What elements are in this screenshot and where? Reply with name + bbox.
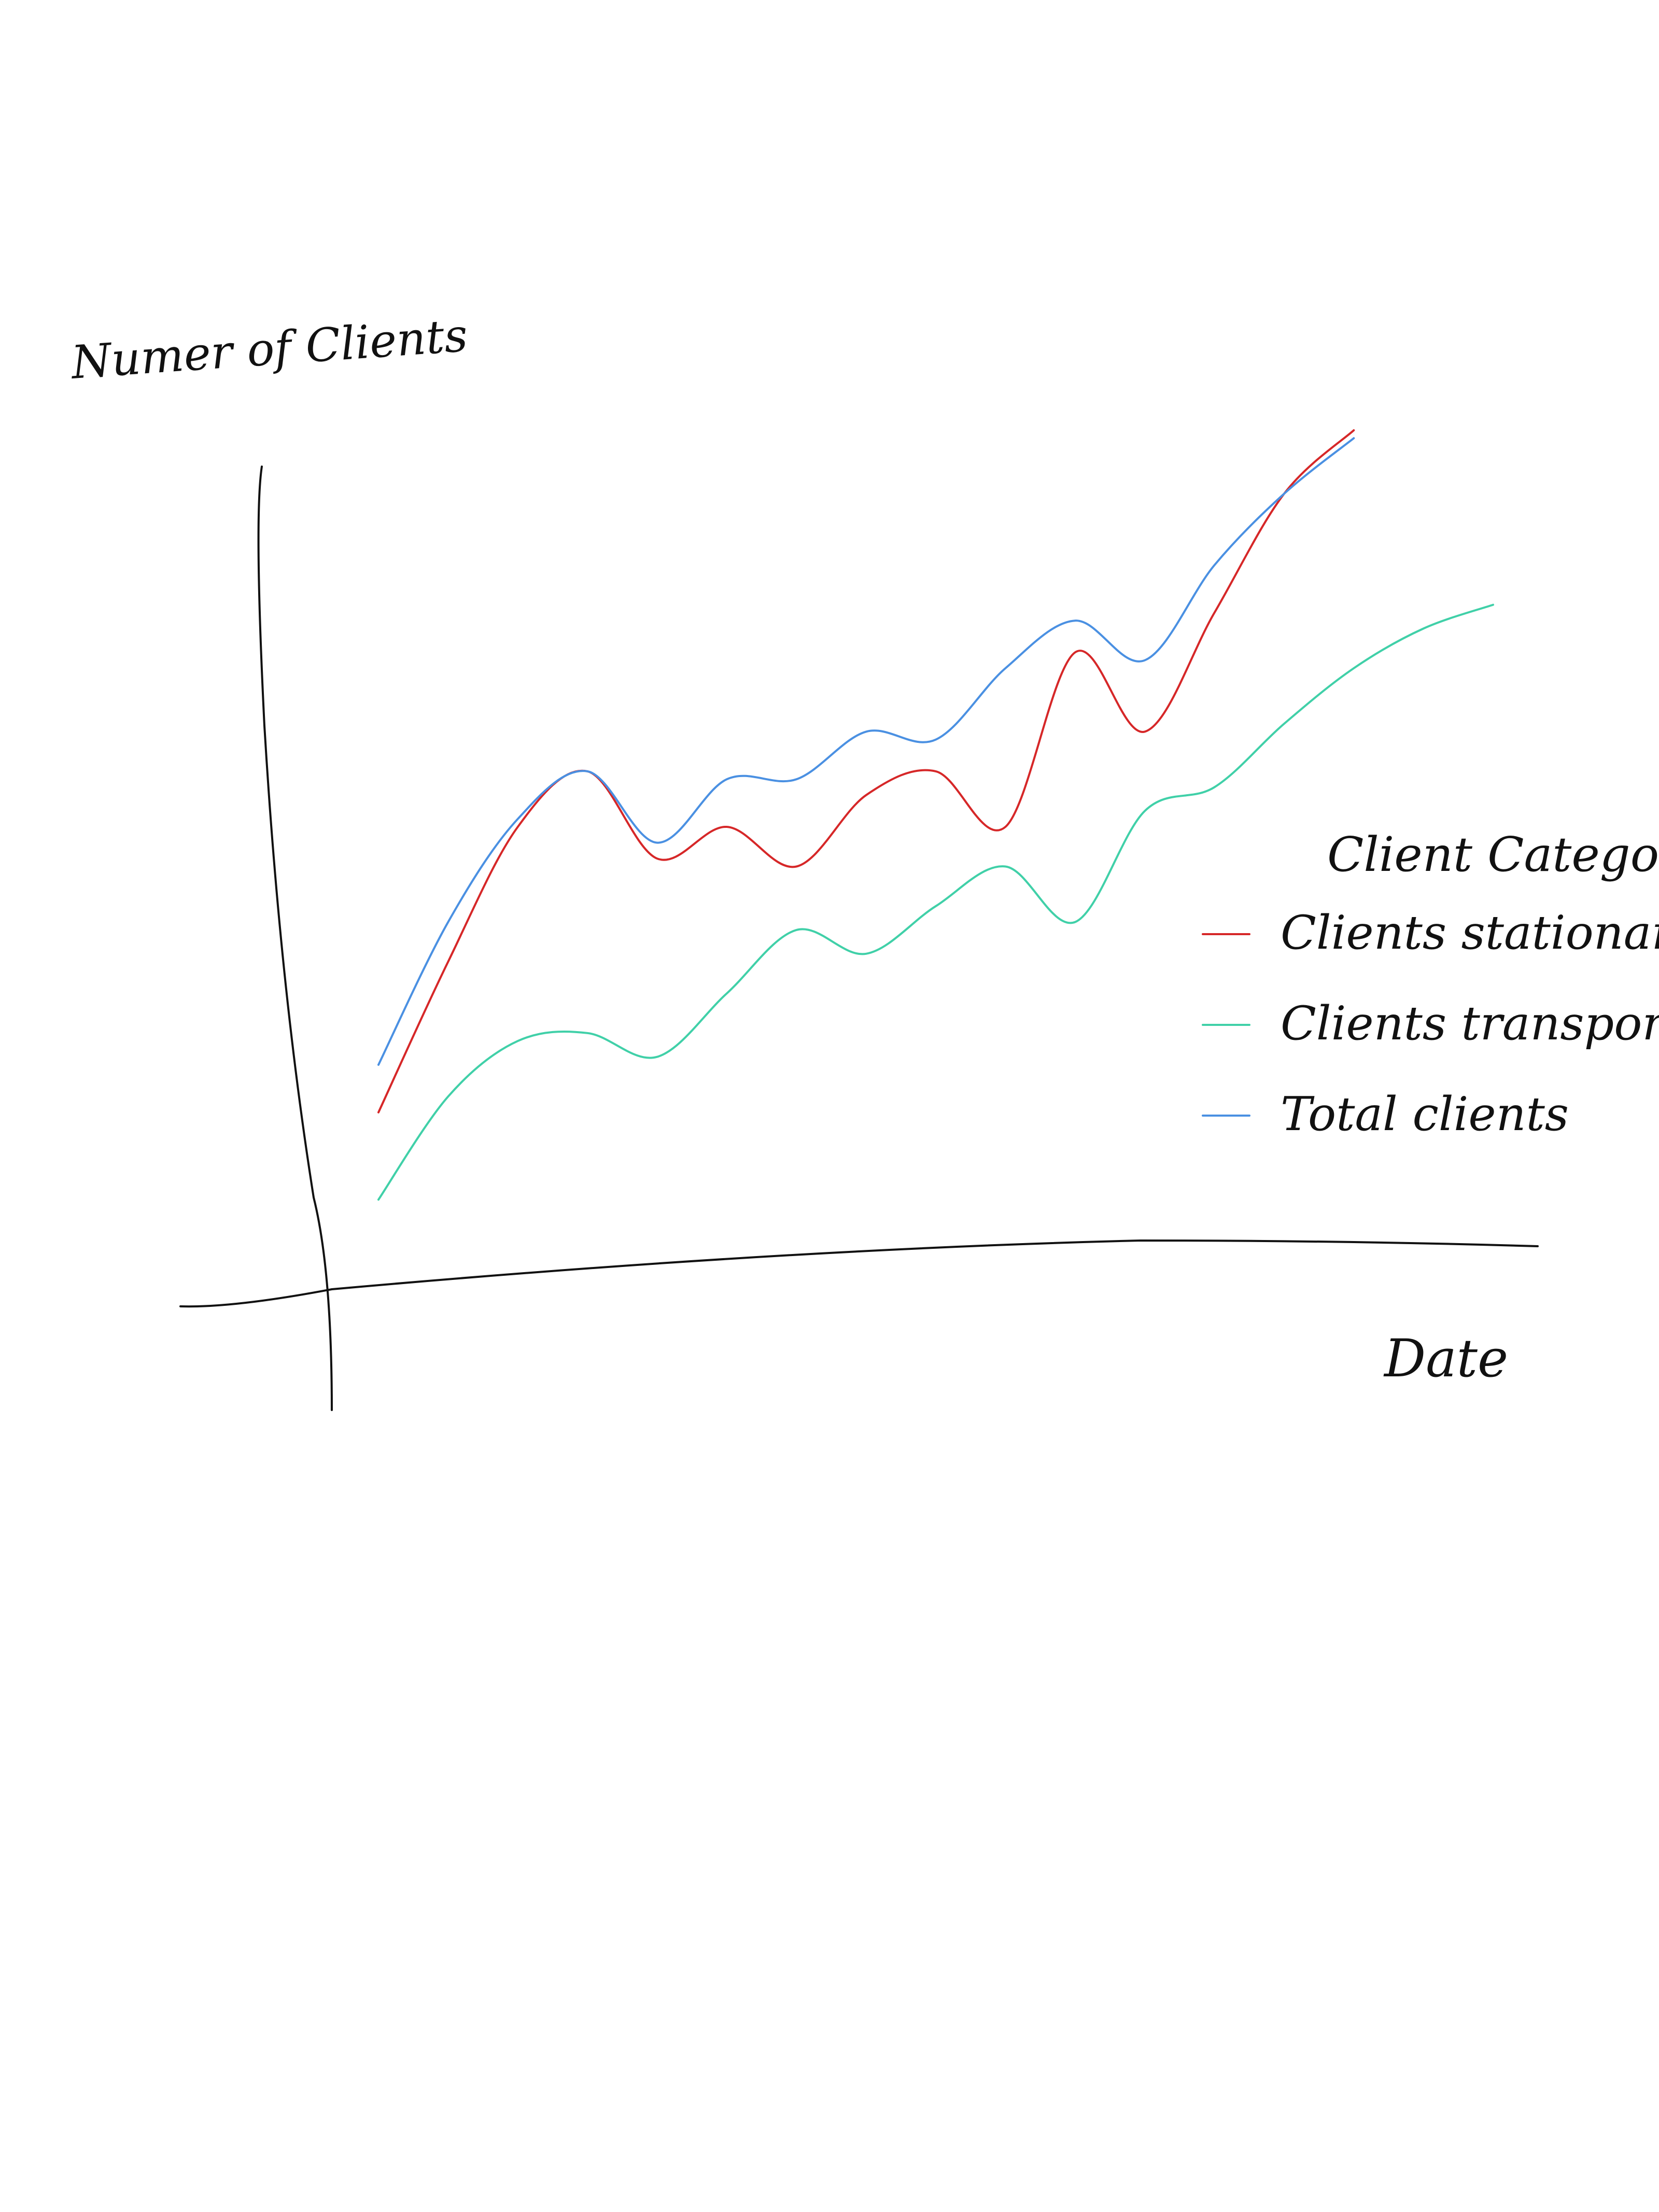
- series-layer: [377, 429, 1494, 1201]
- legend-label-clients-stationary: Clients stationary: [1281, 906, 1659, 960]
- legend-label-clients-transported: Clients transported: [1281, 996, 1659, 1051]
- x-axis-line: [179, 1239, 1539, 1308]
- y-axis-line: [257, 466, 333, 1411]
- legend: Client Category Clients stationaryClient…: [1202, 827, 1659, 1142]
- legend-items: Clients stationary Clients transported Tot…: [1202, 906, 1659, 1142]
- x-axis-label: Date: [1383, 1328, 1508, 1389]
- series-line-clients-transported: [377, 603, 1494, 1201]
- legend-label-total-clients: Total clients: [1281, 1087, 1569, 1142]
- axes: [179, 466, 1539, 1411]
- series-line-clients-stationary: [377, 429, 1355, 1114]
- series-line-total-clients: [377, 437, 1355, 1066]
- y-axis-label: Numer of Clients: [68, 308, 469, 389]
- legend-title: Client Category: [1327, 827, 1659, 882]
